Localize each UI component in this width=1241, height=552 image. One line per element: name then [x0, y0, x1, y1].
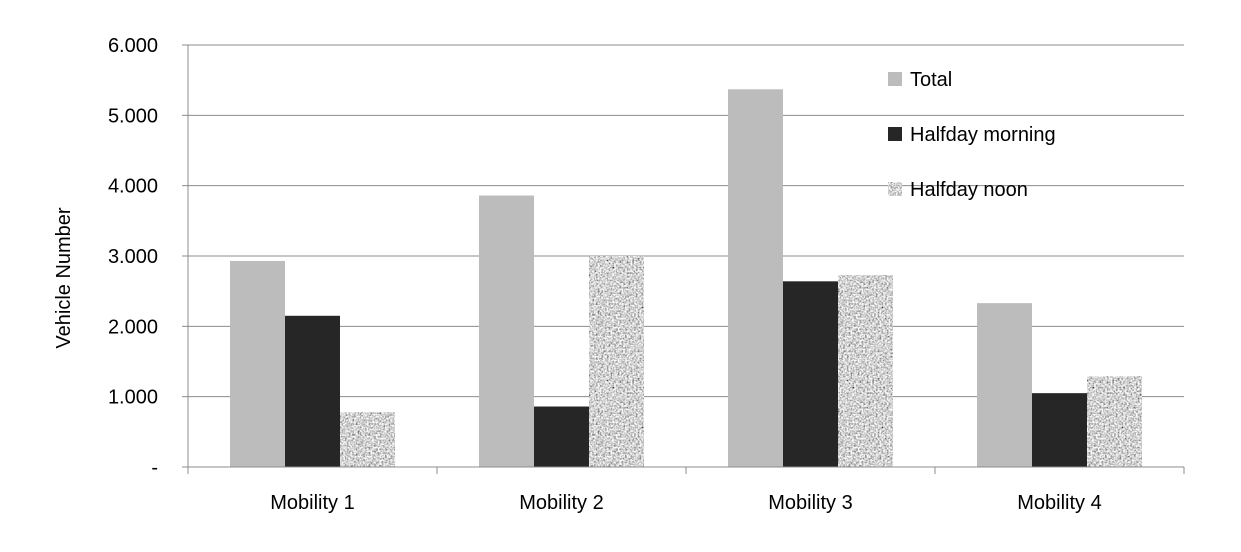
bar-halfday-morning-mobility-4 [1032, 393, 1087, 467]
y-tick-label: 6.000 [108, 35, 158, 57]
bar-halfday-noon-mobility-2 [589, 256, 644, 467]
legend-swatch [888, 127, 902, 141]
legend-swatch [888, 72, 902, 86]
legend-label: Halfday morning [910, 124, 1056, 146]
y-tick-labels: - 1.000 2.000 3.000 4.000 5.000 6.000 [108, 35, 158, 479]
bar-halfday-morning-mobility-3 [783, 281, 838, 467]
bar-halfday-morning-mobility-2 [534, 406, 589, 467]
y-tick-label: 4.000 [108, 176, 158, 198]
axes [182, 44, 1185, 474]
bars [230, 89, 1142, 467]
bar-halfday-noon-mobility-3 [838, 274, 893, 467]
x-tick-label: Mobility 4 [1017, 492, 1101, 514]
legend-swatch [888, 182, 902, 196]
legend-label: Halfday noon [910, 179, 1028, 201]
y-tick-label: 2.000 [108, 316, 158, 338]
bar-total-mobility-3 [728, 89, 783, 467]
legend: Total Halfday morning Halfday noon [888, 69, 1056, 201]
x-tick-label: Mobility 1 [270, 492, 354, 514]
bar-halfday-noon-mobility-1 [340, 412, 395, 467]
y-tick-label: 3.000 [108, 246, 158, 268]
bar-halfday-morning-mobility-1 [285, 315, 340, 467]
y-tick-label: 1.000 [108, 387, 158, 409]
bar-total-mobility-4 [977, 303, 1032, 467]
x-tick-label: Mobility 2 [519, 492, 603, 514]
bar-halfday-noon-mobility-4 [1087, 376, 1142, 467]
x-tick-label: Mobility 3 [768, 492, 852, 514]
y-axis-title: Vehicle Number [53, 207, 75, 349]
y-tick-label: 5.000 [108, 105, 158, 127]
bar-total-mobility-2 [479, 195, 534, 467]
y-tick-label: - [151, 457, 158, 479]
legend-label: Total [910, 69, 952, 91]
x-tick-labels: Mobility 1 Mobility 2 Mobility 3 Mobility 4 [270, 492, 1101, 514]
bar-total-mobility-1 [230, 260, 285, 467]
